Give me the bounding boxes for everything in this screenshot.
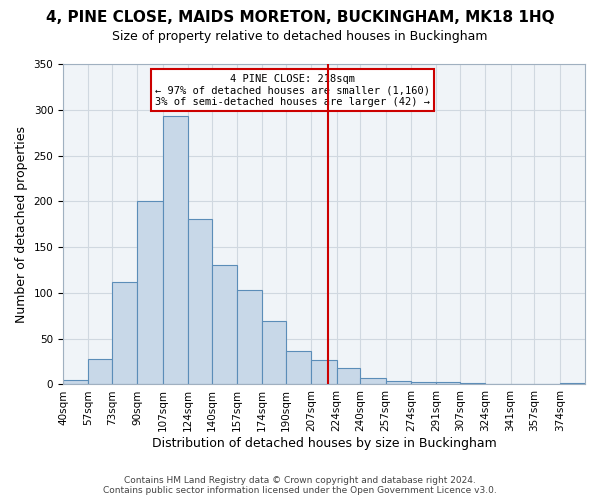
Text: 4, PINE CLOSE, MAIDS MORETON, BUCKINGHAM, MK18 1HQ: 4, PINE CLOSE, MAIDS MORETON, BUCKINGHAM… <box>46 10 554 25</box>
Bar <box>311 360 337 384</box>
Bar <box>436 382 460 384</box>
Bar <box>411 382 436 384</box>
Bar <box>112 282 137 384</box>
Bar <box>286 350 311 384</box>
Bar <box>163 116 188 384</box>
Bar <box>337 368 361 384</box>
Bar <box>137 202 163 384</box>
Bar <box>212 264 237 384</box>
Bar <box>237 290 262 384</box>
X-axis label: Distribution of detached houses by size in Buckingham: Distribution of detached houses by size … <box>152 437 496 450</box>
Y-axis label: Number of detached properties: Number of detached properties <box>15 126 28 322</box>
Bar <box>63 380 88 384</box>
Text: 4 PINE CLOSE: 218sqm
← 97% of detached houses are smaller (1,160)
3% of semi-det: 4 PINE CLOSE: 218sqm ← 97% of detached h… <box>155 74 430 107</box>
Bar <box>386 381 411 384</box>
Text: Contains HM Land Registry data © Crown copyright and database right 2024.
Contai: Contains HM Land Registry data © Crown c… <box>103 476 497 495</box>
Bar <box>361 378 386 384</box>
Bar <box>88 359 112 384</box>
Bar <box>188 218 212 384</box>
Bar <box>262 322 286 384</box>
Bar <box>560 382 585 384</box>
Text: Size of property relative to detached houses in Buckingham: Size of property relative to detached ho… <box>112 30 488 43</box>
Bar <box>460 382 485 384</box>
